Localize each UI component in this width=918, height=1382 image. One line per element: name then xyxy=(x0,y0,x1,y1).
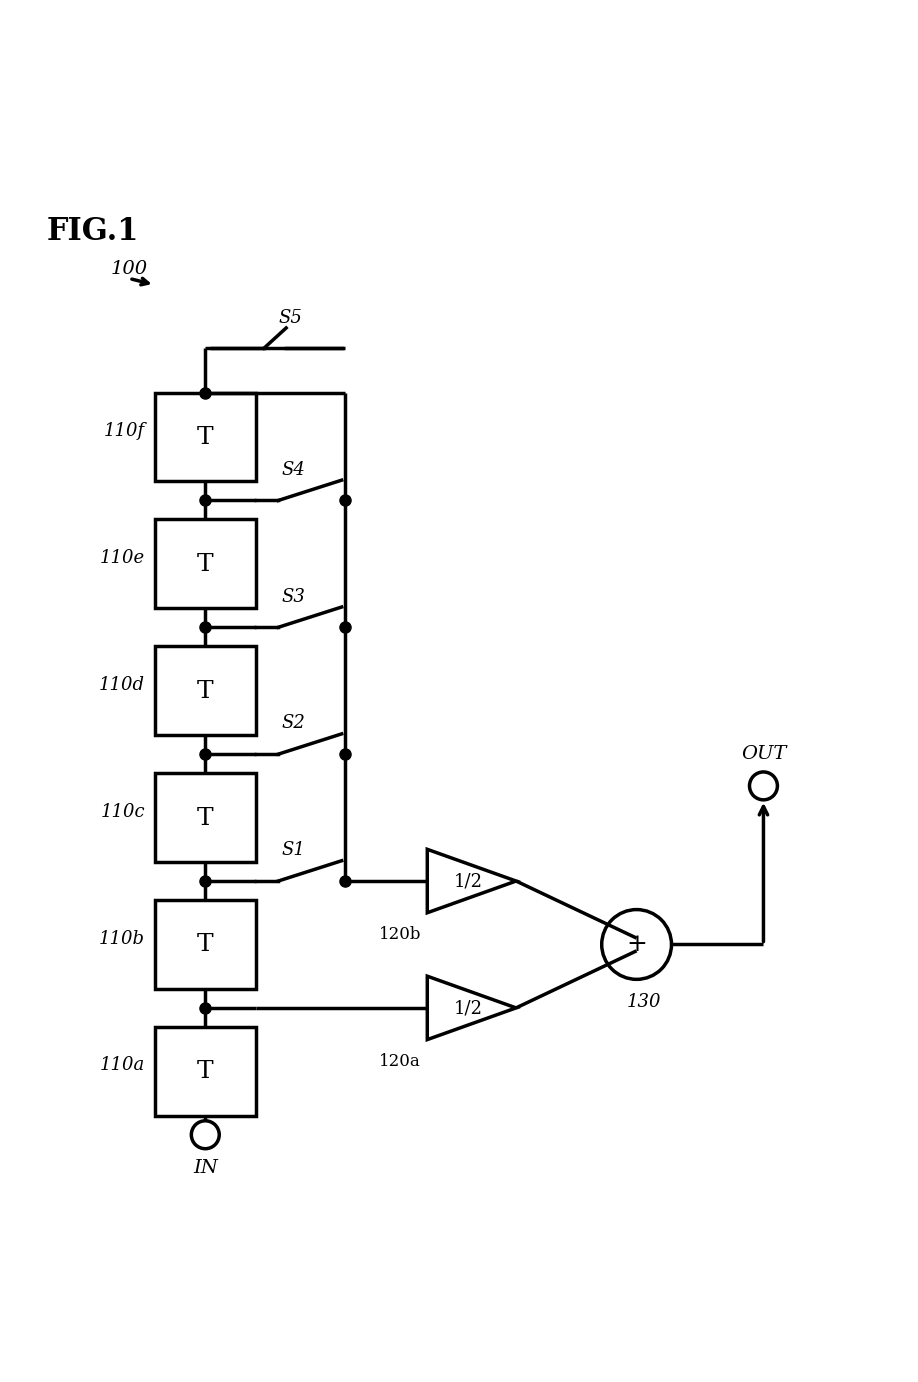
Text: T: T xyxy=(197,426,214,449)
FancyBboxPatch shape xyxy=(154,392,256,482)
Text: 110e: 110e xyxy=(100,549,145,567)
Text: S2: S2 xyxy=(282,714,306,732)
Text: IN: IN xyxy=(193,1158,218,1176)
Text: 100: 100 xyxy=(110,260,147,278)
Text: T: T xyxy=(197,1060,214,1083)
Text: 130: 130 xyxy=(627,992,662,1010)
Text: 110b: 110b xyxy=(99,929,145,947)
Text: 110c: 110c xyxy=(100,803,145,821)
Text: S4: S4 xyxy=(282,460,306,478)
Text: FIG.1: FIG.1 xyxy=(47,216,140,246)
FancyBboxPatch shape xyxy=(154,900,256,990)
Text: 120a: 120a xyxy=(379,1053,421,1070)
Text: T: T xyxy=(197,553,214,576)
Text: T: T xyxy=(197,806,214,829)
Text: +: + xyxy=(626,933,647,956)
FancyBboxPatch shape xyxy=(154,774,256,862)
Text: 110a: 110a xyxy=(100,1056,145,1074)
Text: S5: S5 xyxy=(278,308,302,326)
FancyBboxPatch shape xyxy=(154,520,256,608)
Text: T: T xyxy=(197,933,214,956)
FancyBboxPatch shape xyxy=(154,647,256,735)
Text: S3: S3 xyxy=(282,587,306,605)
Text: 1/2: 1/2 xyxy=(454,999,483,1017)
Text: 1/2: 1/2 xyxy=(454,872,483,890)
Text: OUT: OUT xyxy=(741,745,786,763)
Text: S1: S1 xyxy=(282,842,306,860)
Text: T: T xyxy=(197,680,214,702)
Text: 120b: 120b xyxy=(378,926,421,943)
FancyBboxPatch shape xyxy=(154,1027,256,1115)
Text: 110d: 110d xyxy=(99,676,145,694)
Text: 110f: 110f xyxy=(104,422,145,439)
